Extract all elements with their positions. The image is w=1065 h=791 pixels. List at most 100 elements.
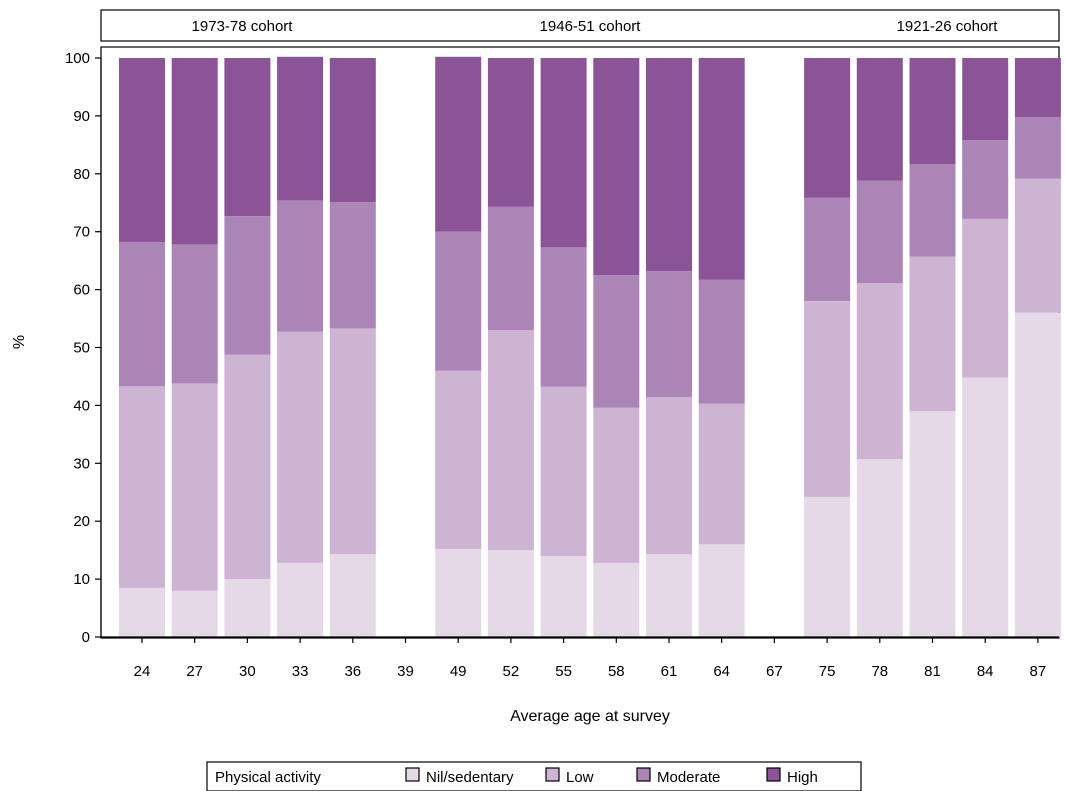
legend-label: High — [787, 769, 818, 786]
bar-low-75 — [804, 301, 851, 497]
legend-swatch-moderate — [636, 767, 651, 782]
y-tick-label: 100 — [65, 50, 90, 67]
bar-nil-sedentary-55 — [540, 555, 587, 637]
bar-moderate-52 — [487, 206, 534, 331]
x-tick-label: 30 — [239, 663, 256, 680]
bar-low-87 — [1014, 178, 1061, 313]
bar-low-55 — [540, 386, 587, 556]
x-tick-label: 39 — [397, 663, 414, 680]
bar-high-81 — [909, 58, 956, 164]
bar-high-55 — [540, 58, 587, 248]
x-tick-label: 49 — [450, 663, 467, 680]
bar-high-78 — [856, 58, 903, 181]
cohort-strip — [100, 9, 1060, 42]
bar-moderate-75 — [804, 197, 851, 302]
x-axis-title: Average age at survey — [510, 708, 670, 725]
bar-low-81 — [909, 256, 956, 412]
bar-moderate-55 — [540, 247, 587, 387]
bar-low-64 — [698, 403, 745, 545]
bar-high-58 — [593, 58, 640, 276]
bar-moderate-84 — [962, 140, 1009, 219]
x-tick-label: 27 — [186, 663, 203, 680]
legend-label: Moderate — [657, 769, 720, 786]
bar-high-27 — [171, 58, 218, 245]
bar-moderate-24 — [119, 242, 165, 387]
bar-nil-sedentary-58 — [593, 562, 640, 637]
x-tick-label: 64 — [713, 663, 730, 680]
bar-high-87 — [1014, 58, 1061, 118]
bar-low-78 — [856, 283, 903, 460]
bar-low-27 — [171, 383, 218, 591]
bar-moderate-33 — [277, 200, 324, 332]
x-tick-label: 36 — [344, 663, 361, 680]
bar-nil-sedentary-24 — [119, 587, 165, 637]
bar-high-33 — [277, 56, 324, 201]
bar-nil-sedentary-64 — [698, 544, 745, 637]
bar-high-24 — [119, 58, 165, 243]
legend: Physical activity Nil/sedentary Low Modera… — [206, 761, 862, 791]
x-axis: 24 27 30 33 36 39 49 52 55 58 61 64 67 75 78 81 84 87 — [101, 636, 1059, 680]
bar-low-30 — [224, 354, 271, 580]
bar-low-61 — [646, 397, 692, 555]
bar-high-30 — [224, 58, 271, 217]
legend-swatch-low — [545, 767, 560, 782]
bar-nil-sedentary-36 — [329, 554, 376, 637]
y-tick-label: 70 — [73, 224, 90, 241]
y-tick-label: 60 — [73, 282, 90, 299]
x-tick-label: 55 — [555, 663, 572, 680]
cohort-label-2: 1946-51 cohort — [540, 18, 642, 35]
bar-moderate-30 — [224, 216, 271, 355]
bar-low-24 — [119, 386, 165, 588]
bar-nil-sedentary-87 — [1014, 312, 1061, 637]
bar-nil-sedentary-75 — [804, 496, 851, 637]
bar-moderate-36 — [329, 202, 376, 329]
bar-moderate-87 — [1014, 117, 1061, 179]
legend-title: Physical activity — [215, 769, 321, 786]
x-tick-label: 33 — [292, 663, 309, 680]
x-tick-label: 84 — [977, 663, 994, 680]
bar-moderate-27 — [171, 244, 218, 384]
bar-low-52 — [487, 330, 534, 551]
bar-moderate-49 — [435, 231, 482, 371]
bar-nil-sedentary-30 — [224, 579, 271, 637]
bar-nil-sedentary-52 — [487, 550, 534, 637]
bars-group — [119, 56, 1061, 637]
x-tick-label: 61 — [661, 663, 678, 680]
bar-high-36 — [329, 58, 376, 203]
bar-low-58 — [593, 407, 640, 563]
y-tick-label: 10 — [73, 571, 90, 588]
bar-moderate-81 — [909, 164, 956, 257]
bar-high-61 — [646, 58, 692, 272]
bar-low-84 — [962, 219, 1009, 378]
x-tick-label: 87 — [1030, 663, 1047, 680]
y-tick-label: 30 — [73, 455, 90, 472]
legend-label: Nil/sedentary — [426, 769, 514, 786]
x-tick-label: 81 — [924, 663, 941, 680]
bar-nil-sedentary-61 — [646, 554, 692, 637]
y-tick-label: 40 — [73, 397, 90, 414]
legend-swatch-high — [766, 767, 781, 782]
y-tick-label: 0 — [82, 629, 90, 646]
bar-moderate-78 — [856, 180, 903, 284]
bar-nil-sedentary-33 — [277, 562, 324, 637]
bar-nil-sedentary-81 — [909, 411, 956, 637]
bar-low-36 — [329, 328, 376, 555]
y-tick-label: 90 — [73, 108, 90, 125]
bar-nil-sedentary-49 — [435, 549, 482, 637]
bar-nil-sedentary-84 — [962, 377, 1009, 637]
y-tick-label: 20 — [73, 513, 90, 530]
legend-items: Nil/sedentary Low Moderate High — [405, 767, 818, 786]
bar-high-84 — [962, 58, 1009, 141]
bar-nil-sedentary-78 — [856, 459, 903, 637]
legend-swatch-nil-sedentary — [405, 767, 420, 782]
bar-low-33 — [277, 331, 324, 563]
bar-high-52 — [487, 58, 534, 207]
bar-high-75 — [804, 58, 851, 198]
legend-label: Low — [566, 769, 594, 786]
y-axis-title: % — [11, 335, 28, 349]
cohort-label-1: 1973-78 cohort — [192, 18, 294, 35]
legend-box — [206, 761, 862, 791]
bar-high-49 — [435, 56, 482, 232]
x-tick-label: 52 — [503, 663, 520, 680]
